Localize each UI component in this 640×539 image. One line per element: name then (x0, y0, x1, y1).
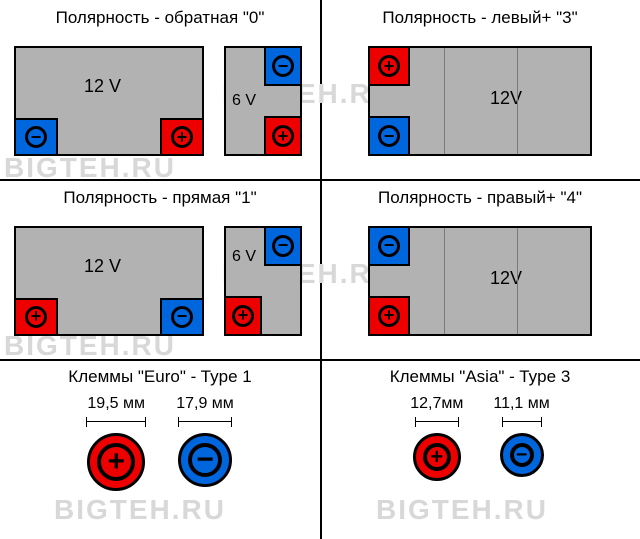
cell-polarity-1: Полярность - прямая "1" 12 V + − 6 V − + (0, 180, 320, 360)
dimension-bar (178, 417, 232, 427)
plus-icon: + (378, 55, 400, 77)
clamp-euro-minus: 17,9 мм − (176, 395, 234, 491)
battery-left-plus: 12V + − (368, 46, 592, 156)
battery-label: 6 V (232, 248, 256, 266)
clamp-euro-plus: 19,5 мм + (86, 395, 146, 491)
plus-icon: + (171, 126, 193, 148)
terminal-plus: + (160, 118, 204, 156)
clamp-circle-plus: + (413, 433, 461, 481)
panel-divider (517, 228, 518, 334)
minus-icon: − (510, 443, 534, 467)
clamp-circle-minus: − (500, 433, 544, 477)
terminal-plus: + (224, 296, 262, 336)
terminal-plus: + (14, 298, 58, 336)
title-polarity-4: Полярность - правый+ "4" (334, 188, 626, 208)
clamp-row-asia: 12,7мм + 11,1 мм − (334, 395, 626, 481)
terminal-minus: − (160, 298, 204, 336)
plus-icon: + (232, 305, 254, 327)
clamp-circle-plus: + (87, 433, 145, 491)
clamp-asia-minus: 11,1 мм − (493, 395, 549, 481)
terminal-minus: − (368, 226, 410, 266)
battery-label: 12 V (84, 76, 121, 97)
panel-divider (517, 48, 518, 154)
diagram-grid: Полярность - обратная "0" 12 V − + 6 V −… (0, 0, 640, 539)
clamp-size-label: 12,7мм (410, 395, 463, 413)
cell-polarity-3: Полярность - левый+ "3" 12V + − (320, 0, 640, 180)
dimension-bar (86, 417, 146, 427)
clamp-size-label: 17,9 мм (176, 395, 234, 413)
title-asia: Клеммы "Asia" - Type 3 (334, 367, 626, 387)
terminal-minus: − (264, 226, 302, 266)
clamp-row-euro: 19,5 мм + 17,9 мм − (14, 395, 306, 491)
clamp-circle-minus: − (178, 433, 232, 487)
battery-label: 6 V (232, 92, 256, 110)
battery-12v-direct: 12 V + − (14, 226, 204, 336)
terminal-minus: − (368, 116, 410, 156)
clamp-size-label: 11,1 мм (493, 395, 549, 413)
panel-divider (444, 48, 445, 154)
dimension-bar (415, 417, 459, 427)
battery-right-plus: 12V − + (368, 226, 592, 336)
title-euro: Клеммы "Euro" - Type 1 (14, 367, 306, 387)
minus-icon: − (188, 443, 222, 477)
battery-label: 12 V (84, 256, 121, 277)
terminal-minus: − (264, 46, 302, 86)
plus-icon: + (25, 306, 47, 328)
minus-icon: − (272, 235, 294, 257)
dimension-bar (502, 417, 542, 427)
terminal-minus: − (14, 118, 58, 156)
battery-12v-reverse: 12 V − + (14, 46, 204, 156)
minus-icon: − (171, 306, 193, 328)
battery-6v-direct: 6 V − + (224, 226, 302, 336)
minus-icon: − (25, 126, 47, 148)
terminal-plus: + (368, 46, 410, 86)
minus-icon: − (378, 235, 400, 257)
cell-euro: Клеммы "Euro" - Type 1 19,5 мм + 17,9 мм… (0, 359, 320, 539)
minus-icon: − (378, 125, 400, 147)
plus-icon: + (378, 305, 400, 327)
plus-icon: + (423, 443, 451, 471)
title-polarity-3: Полярность - левый+ "3" (334, 8, 626, 28)
battery-6v-reverse: 6 V − + (224, 46, 302, 156)
clamp-asia-plus: 12,7мм + (410, 395, 463, 481)
terminal-plus: + (264, 116, 302, 156)
cell-polarity-0: Полярность - обратная "0" 12 V − + 6 V −… (0, 0, 320, 180)
terminal-plus: + (368, 296, 410, 336)
title-polarity-1: Полярность - прямая "1" (14, 188, 306, 208)
cell-polarity-4: Полярность - правый+ "4" 12V − + (320, 180, 640, 360)
cell-asia: Клеммы "Asia" - Type 3 12,7мм + 11,1 мм … (320, 359, 640, 539)
title-polarity-0: Полярность - обратная "0" (14, 8, 306, 28)
plus-icon: + (272, 125, 294, 147)
clamp-size-label: 19,5 мм (87, 395, 145, 413)
minus-icon: − (272, 55, 294, 77)
panel-divider (444, 228, 445, 334)
plus-icon: + (97, 443, 135, 481)
